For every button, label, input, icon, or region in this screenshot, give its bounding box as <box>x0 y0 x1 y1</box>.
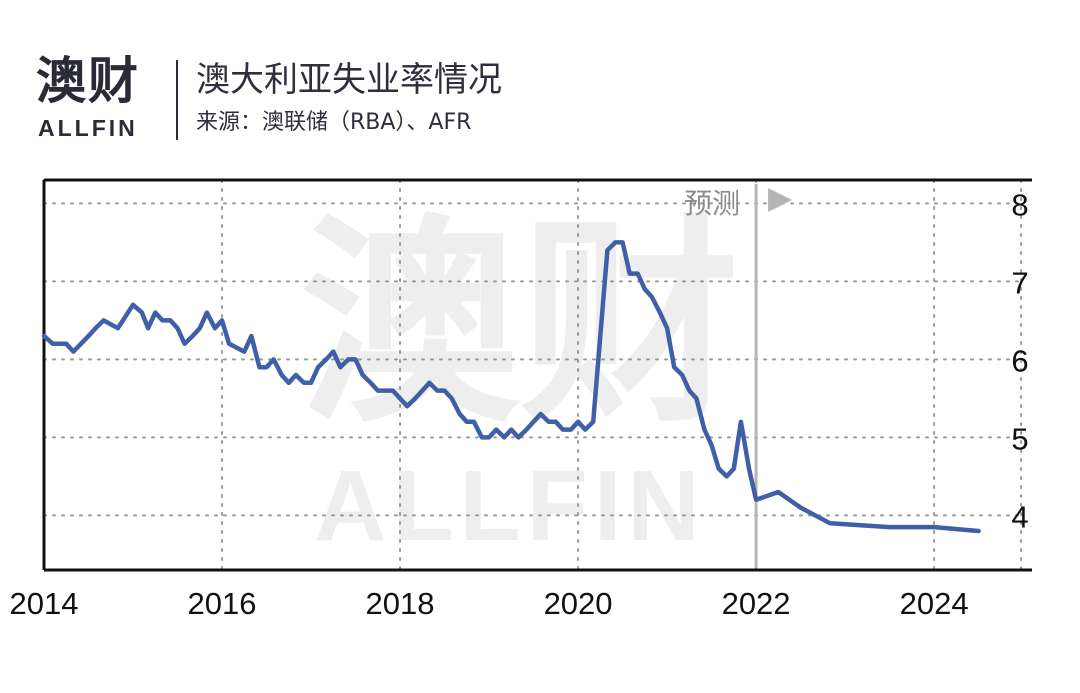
x-tick-2014: 2014 <box>10 586 79 621</box>
watermark-cn: 澳财 <box>300 196 740 452</box>
y-tick-labels: 4 5 6 7 8 <box>1011 187 1028 534</box>
unemployment-line-chart: 澳财 ALLFIN 预测 2014 2016 2018 2020 2022 2024 4 5… <box>10 178 1032 621</box>
watermark-en: ALLFIN <box>314 450 705 562</box>
x-tick-2020: 2020 <box>544 586 613 621</box>
series-line-0 <box>41 240 981 534</box>
x-tick-2018: 2018 <box>366 586 435 621</box>
x-tick-2022: 2022 <box>722 586 791 621</box>
forecast-arrow-icon <box>768 188 793 212</box>
y-tick-5: 5 <box>1011 421 1028 456</box>
x-tick-2016: 2016 <box>188 586 257 621</box>
brand-logo-cn: 澳财 <box>36 52 140 110</box>
header-divider <box>176 60 178 140</box>
y-tick-4: 4 <box>1011 499 1028 534</box>
x-tick-2024: 2024 <box>900 586 969 621</box>
chart-title: 澳大利亚失业率情况 <box>196 60 502 100</box>
brand-logo-en: ALLFIN <box>38 115 138 141</box>
y-tick-8: 8 <box>1011 187 1028 222</box>
grid <box>43 179 1025 571</box>
series-layer <box>41 240 981 534</box>
chart-header: 澳财 ALLFIN 澳大利亚失业率情况 来源：澳联储（RBA）、AFR <box>0 0 1080 160</box>
y-tick-7: 7 <box>1011 265 1028 300</box>
x-tick-labels: 2014 2016 2018 2020 2022 2024 <box>10 586 969 621</box>
forecast-marker: 预测 <box>684 184 793 568</box>
forecast-label: 预测 <box>684 187 740 220</box>
chart-source: 来源：澳联储（RBA）、AFR <box>196 110 472 135</box>
y-tick-6: 6 <box>1011 343 1028 378</box>
axes <box>42 178 1032 572</box>
